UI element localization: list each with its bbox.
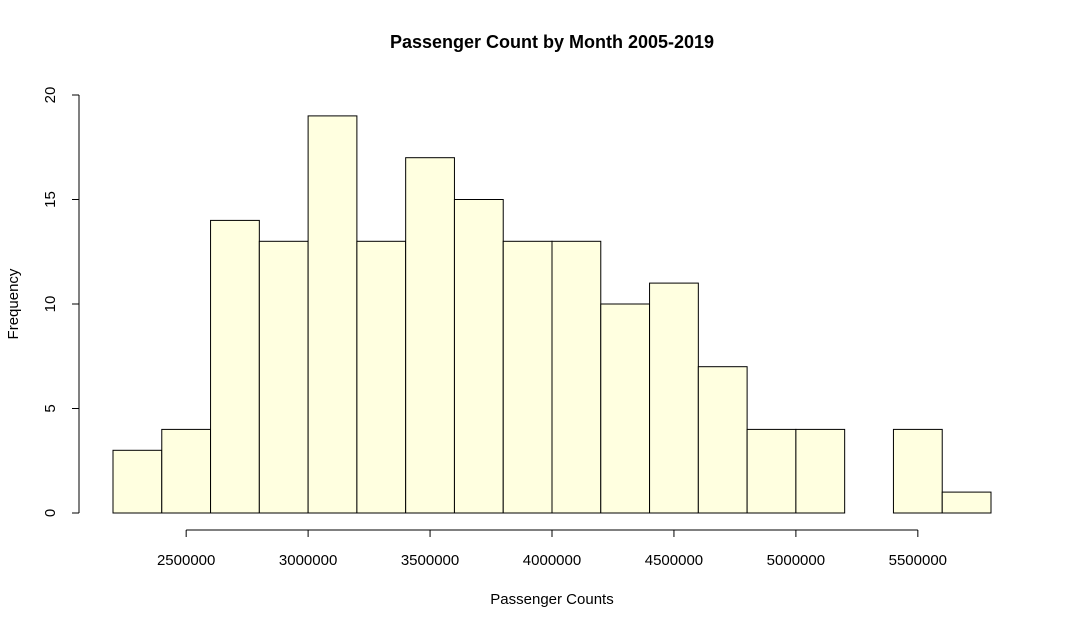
histogram-bar (697, 366, 748, 514)
histogram-bar (405, 157, 455, 514)
histogram-bar (892, 428, 943, 514)
y-tick-label: 15 (42, 191, 59, 208)
x-tick-label: 3000000 (279, 552, 337, 569)
histogram-bar (600, 303, 651, 514)
histogram-bar (356, 240, 407, 514)
histogram-bar (795, 428, 846, 514)
y-tick-label: 20 (42, 87, 59, 104)
histogram-bar (307, 115, 358, 514)
histogram-bar (649, 282, 699, 514)
y-tick-label: 0 (42, 509, 59, 517)
x-tick-label: 2500000 (157, 552, 215, 569)
bars-layer (112, 115, 992, 514)
y-tick-label: 10 (42, 296, 59, 313)
x-tick-label: 4000000 (523, 552, 581, 569)
histogram-bar (210, 219, 260, 514)
histogram-bar (941, 491, 992, 514)
histogram-bar (502, 240, 553, 514)
x-tick-label: 3500000 (401, 552, 459, 569)
histogram-bar (551, 240, 602, 514)
chart-title: Passenger Count by Month 2005-2019 (390, 32, 714, 52)
y-axis-label: Frequency (5, 268, 22, 339)
histogram-bar (112, 449, 163, 514)
x-tick-label: 4500000 (645, 552, 703, 569)
histogram-bar (746, 428, 797, 514)
x-tick-label: 5000000 (767, 552, 825, 569)
y-tick-label: 5 (42, 404, 59, 412)
x-tick-label: 5500000 (889, 552, 947, 569)
x-axis-label: Passenger Counts (490, 591, 613, 608)
x-axis: 2500000 3000000 3500000 4000000 4500000 50000… (157, 529, 947, 569)
histogram-bar (161, 428, 212, 514)
y-axis: 0 5 10 15 20 (42, 87, 80, 517)
histogram-bar (453, 199, 504, 514)
histogram-bar (258, 240, 309, 514)
